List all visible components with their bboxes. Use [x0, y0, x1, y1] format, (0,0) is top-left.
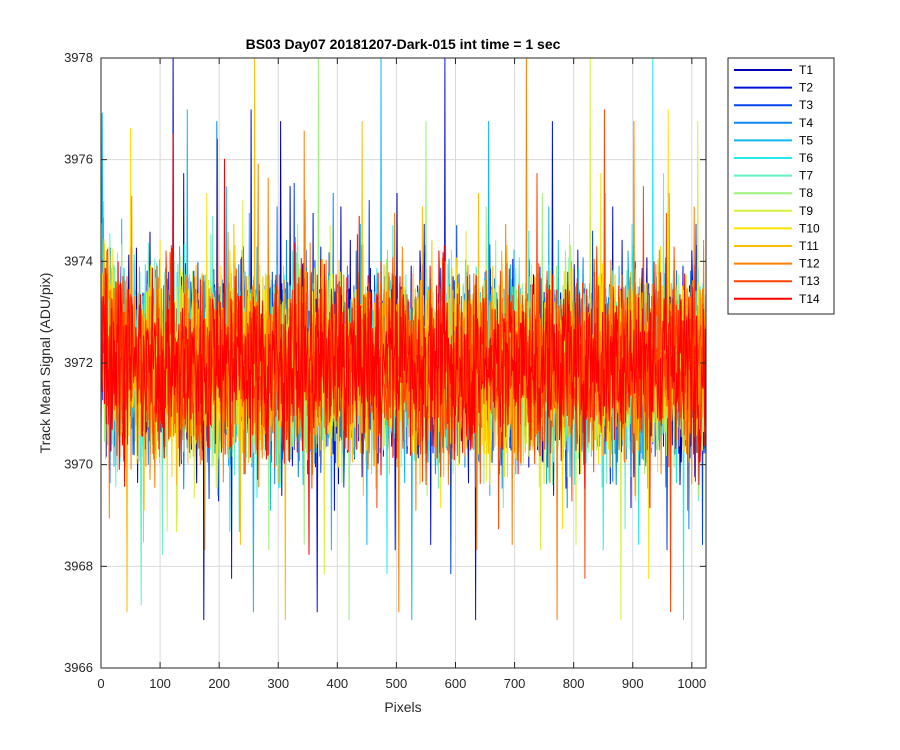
legend-label-t6: T6 [799, 151, 813, 165]
x-tick-label: 100 [149, 676, 171, 691]
x-tick-label: 400 [326, 676, 348, 691]
y-tick-label: 3976 [64, 152, 93, 167]
legend: T1 T2 T3 T4 T5 T6 T7 T8 T9 T10 T11 T12 T13 T14 [727, 57, 835, 315]
x-tick-label: 600 [445, 676, 467, 691]
x-tick-label: 800 [563, 676, 585, 691]
legend-label-t12: T12 [799, 257, 820, 271]
x-tick-label: 300 [267, 676, 289, 691]
y-axis-label: Track Mean Signal (ADU/pix) [37, 273, 53, 454]
x-tick-label: 900 [622, 676, 644, 691]
x-tick-label: 0 [97, 676, 104, 691]
legend-label-t9: T9 [799, 204, 813, 218]
y-tick-label: 3972 [64, 355, 93, 370]
legend-items: T1 T2 T3 T4 T5 T6 T7 T8 T9 T10 T11 T12 T13 T14 [734, 63, 820, 306]
x-tick-label: 1000 [677, 676, 706, 691]
x-tick-label: 200 [208, 676, 230, 691]
legend-label-t11: T11 [799, 239, 819, 253]
legend-label-t3: T3 [799, 98, 813, 112]
y-tick-label: 3974 [64, 253, 93, 268]
y-tick-label: 3966 [64, 660, 93, 675]
x-axis-label: Pixels [384, 699, 421, 715]
x-tick-label: 500 [386, 676, 408, 691]
legend-label-t8: T8 [799, 186, 813, 200]
legend-label-t2: T2 [799, 81, 813, 95]
legend-label-t13: T13 [799, 274, 820, 288]
legend-label-t5: T5 [799, 133, 813, 147]
legend-label-t1: T1 [799, 63, 813, 77]
x-axis: 0 100 200 300 400 500 600 700 800 900 1000 [97, 58, 706, 691]
y-axis: 3966 3968 3970 3972 3974 3976 3978 [64, 50, 706, 675]
y-tick-label: 3978 [64, 50, 93, 65]
y-tick-label: 3968 [64, 558, 93, 573]
legend-label-t14: T14 [799, 292, 820, 306]
chart-title: BS03 Day07 20181207-Dark-015 int time = … [246, 36, 561, 52]
legend-label-t10: T10 [799, 221, 820, 235]
legend-box [727, 57, 835, 315]
x-tick-label: 700 [504, 676, 526, 691]
series-layer [101, 58, 706, 621]
legend-label-t4: T4 [799, 116, 813, 130]
y-tick-label: 3970 [64, 457, 93, 472]
legend-label-t7: T7 [799, 169, 813, 183]
series-line-t14 [101, 133, 706, 555]
